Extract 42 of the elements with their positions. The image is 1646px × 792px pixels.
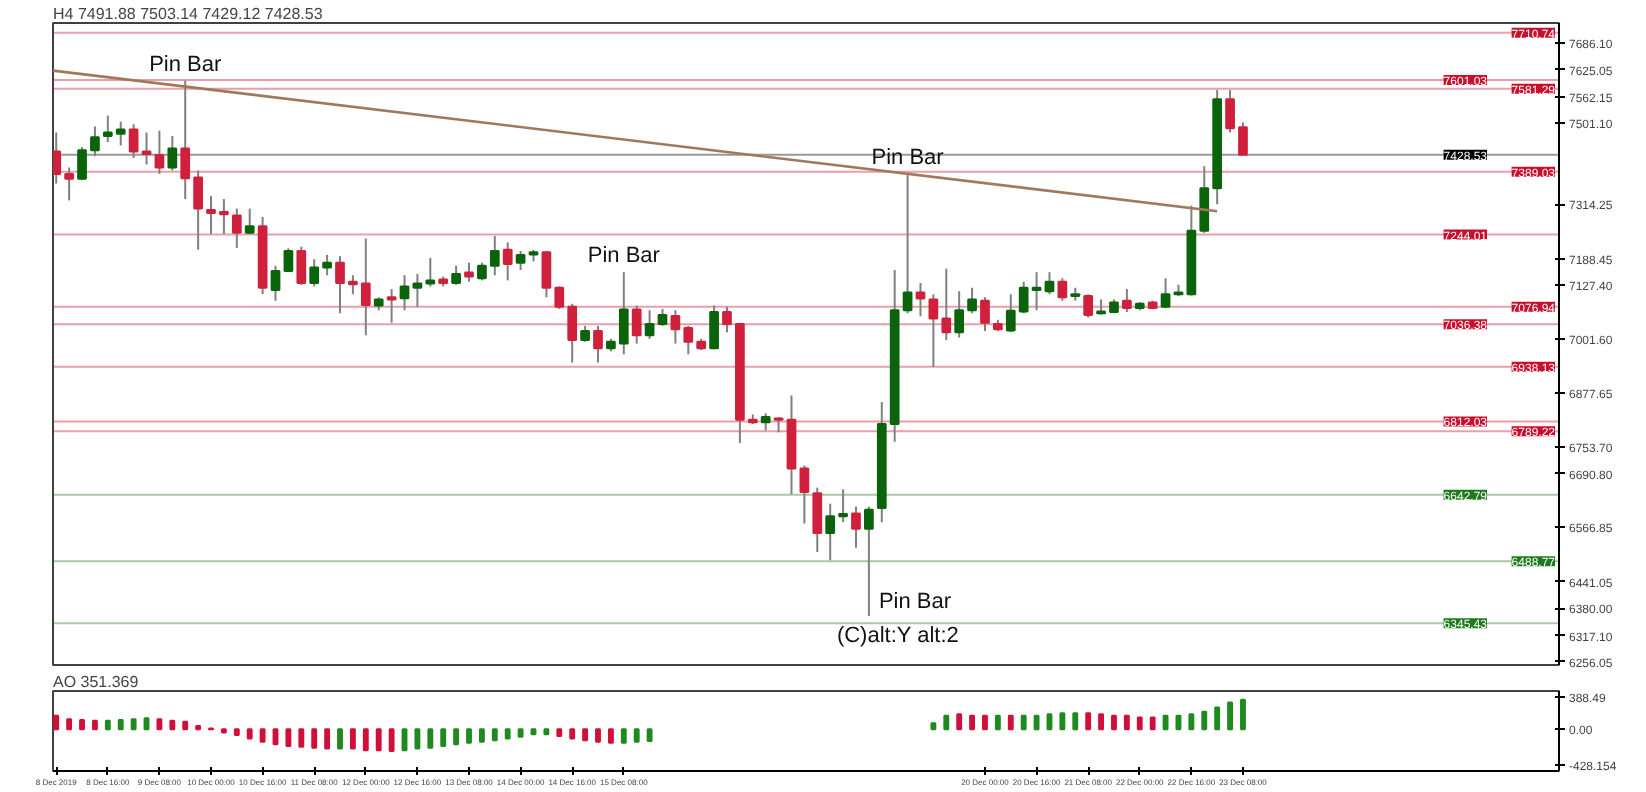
candlestick (1044, 271, 1055, 296)
candlestick (1083, 293, 1094, 319)
candlestick (167, 134, 178, 172)
candlestick (864, 505, 874, 618)
candlestick (915, 282, 926, 318)
candlestick (1122, 288, 1132, 313)
candlestick (851, 505, 861, 549)
candlestick (296, 245, 307, 286)
annotation: (C)alt:Y alt:2 (836, 624, 959, 649)
candlestick (412, 272, 423, 308)
annotation: Pin Bar (878, 590, 952, 615)
candlestick (502, 241, 513, 282)
candlestick (825, 502, 836, 562)
candlestick (515, 249, 526, 272)
annotation: Pin Bar (587, 244, 661, 269)
candlestick (1057, 277, 1068, 302)
candlestick (593, 324, 603, 364)
candlestick (154, 129, 165, 175)
candlestick (644, 309, 655, 340)
chart-title: AO 351.369 (53, 673, 140, 691)
candlestick (1160, 277, 1171, 310)
candlestick (231, 207, 242, 249)
candlestick (128, 123, 139, 159)
candlestick (812, 486, 823, 554)
candlestick (567, 302, 578, 364)
chart-title: H4 7491.88 7503.14 7429.12 7428.53 (53, 5, 324, 23)
candlestick (464, 261, 474, 283)
candlestick (386, 288, 397, 324)
candlestick (451, 264, 461, 286)
candlestick (399, 274, 410, 312)
candlestick (141, 131, 152, 166)
candlestick (270, 264, 281, 302)
candlestick (722, 305, 732, 334)
candlestick (425, 256, 436, 288)
candlestick (799, 464, 810, 525)
candlestick (838, 488, 848, 524)
candlestick (631, 304, 642, 345)
annotation: Pin Bar (149, 52, 222, 77)
candlestick (244, 207, 255, 236)
annotation: Pin Bar (871, 145, 945, 170)
candlestick (709, 304, 719, 351)
candlestick (980, 296, 990, 333)
